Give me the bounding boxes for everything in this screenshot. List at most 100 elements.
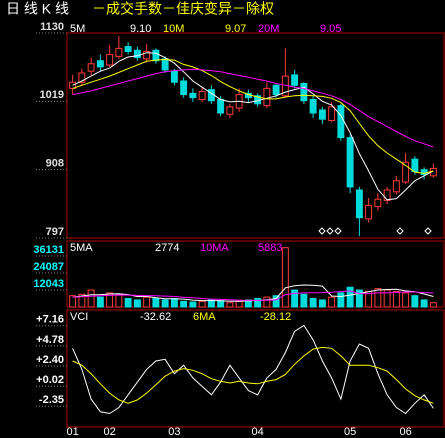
- volume-bar: [133, 299, 141, 308]
- candle-body: [133, 49, 141, 59]
- x-tick-label: 04: [252, 426, 264, 438]
- volume-bar: [309, 298, 317, 308]
- volume-bar: [235, 300, 243, 308]
- candle-body: [217, 98, 225, 114]
- volume-bar: [429, 302, 437, 308]
- marker: [318, 227, 326, 235]
- volume-bar: [263, 296, 271, 308]
- volume-bar: [411, 295, 419, 308]
- y-tick-label: +0.02: [36, 374, 64, 386]
- volume-bar: [106, 292, 114, 308]
- candle-body: [272, 84, 280, 96]
- candle-body: [309, 98, 317, 114]
- legend-name: 5MA: [70, 242, 93, 254]
- candle-body: [198, 90, 206, 100]
- volume-bar: [96, 296, 104, 308]
- chart-title: －成交手数－佳庆变异－除权: [92, 1, 274, 17]
- volume-bar: [124, 298, 132, 308]
- candle-body: [115, 47, 123, 57]
- series-line: [72, 52, 434, 201]
- volume-bar: [189, 301, 197, 308]
- candle-body: [143, 50, 151, 60]
- volume-bar: [69, 295, 77, 308]
- candle-body: [170, 70, 178, 83]
- candle-body: [328, 106, 336, 121]
- series-line: [72, 68, 434, 148]
- candle-body: [318, 109, 326, 120]
- candle-body: [300, 82, 308, 102]
- legend-value: 9.10: [130, 23, 151, 35]
- legend-value: -32.62: [140, 311, 171, 323]
- series-line: [72, 324, 434, 415]
- marker: [334, 227, 342, 235]
- volume-bar: [281, 247, 289, 308]
- legend-value: -28.12: [260, 311, 291, 323]
- volume-bar: [318, 299, 326, 308]
- candle-body: [263, 87, 271, 107]
- y-tick-label: -2.35: [39, 394, 64, 406]
- y-tick-label: 1130: [40, 21, 64, 33]
- x-tick-label: 06: [400, 426, 412, 438]
- candle-body: [383, 189, 391, 201]
- y-tick-label: 12043: [33, 278, 64, 290]
- volume-bar: [226, 302, 234, 308]
- volume-bar: [300, 293, 308, 308]
- volume-bar: [207, 299, 215, 308]
- volume-bar: [78, 293, 86, 308]
- volume-bar: [328, 296, 336, 308]
- series-line: [72, 290, 434, 301]
- volume-bar: [337, 292, 345, 308]
- signal-markers: [318, 227, 432, 235]
- legend-name: VCI: [70, 311, 88, 323]
- candle-body: [161, 58, 169, 71]
- candle-body: [392, 180, 400, 193]
- volume-bar: [143, 296, 151, 308]
- candle-body: [124, 46, 132, 52]
- series-line: [72, 346, 434, 404]
- legend-value: 9.07: [225, 23, 246, 35]
- volume-bar: [383, 289, 391, 308]
- candle-body: [78, 72, 86, 83]
- y-tick-label: 24087: [33, 261, 64, 273]
- candle-body: [402, 161, 410, 183]
- marker: [326, 227, 334, 235]
- volume-bar: [254, 298, 262, 308]
- volume-bar: [392, 290, 400, 308]
- candle-body: [355, 189, 363, 219]
- legend-name: 20M: [258, 23, 279, 35]
- legend-value: 2774: [155, 242, 179, 254]
- x-tick-label: 05: [344, 426, 356, 438]
- volume-bar: [291, 289, 299, 308]
- volume-bar: [355, 289, 363, 308]
- x-tick-label: 03: [168, 426, 180, 438]
- volume-bar: [161, 299, 169, 308]
- legend-name: 5M: [70, 23, 85, 35]
- candle-body: [337, 105, 345, 139]
- y-tick-label: +4.78: [36, 334, 64, 346]
- y-tick-label: 908: [46, 158, 64, 170]
- volume-bar: [152, 298, 160, 308]
- y-tick-label: 36131: [33, 244, 64, 256]
- y-tick-label: +7.16: [36, 314, 64, 326]
- x-tick-label: 02: [104, 426, 116, 438]
- volume-bar: [87, 289, 95, 308]
- candle-body: [346, 137, 354, 188]
- candle-body: [152, 49, 160, 62]
- legend-value: 5883: [258, 242, 282, 254]
- volume-bar: [346, 286, 354, 308]
- volume-bar: [170, 298, 178, 308]
- candle-body: [96, 60, 104, 68]
- volume-bar: [217, 300, 225, 308]
- candle-body: [374, 198, 382, 208]
- x-tick-label: 01: [67, 426, 79, 438]
- price-panel: [66, 32, 445, 239]
- volume-bar: [198, 300, 206, 308]
- volume-bar: [115, 293, 123, 308]
- volume-bar: [272, 295, 280, 308]
- candle-body: [365, 204, 373, 220]
- y-tick-label: 797: [46, 226, 64, 238]
- legend-name: 6MA: [193, 311, 216, 323]
- candle-body: [291, 74, 299, 86]
